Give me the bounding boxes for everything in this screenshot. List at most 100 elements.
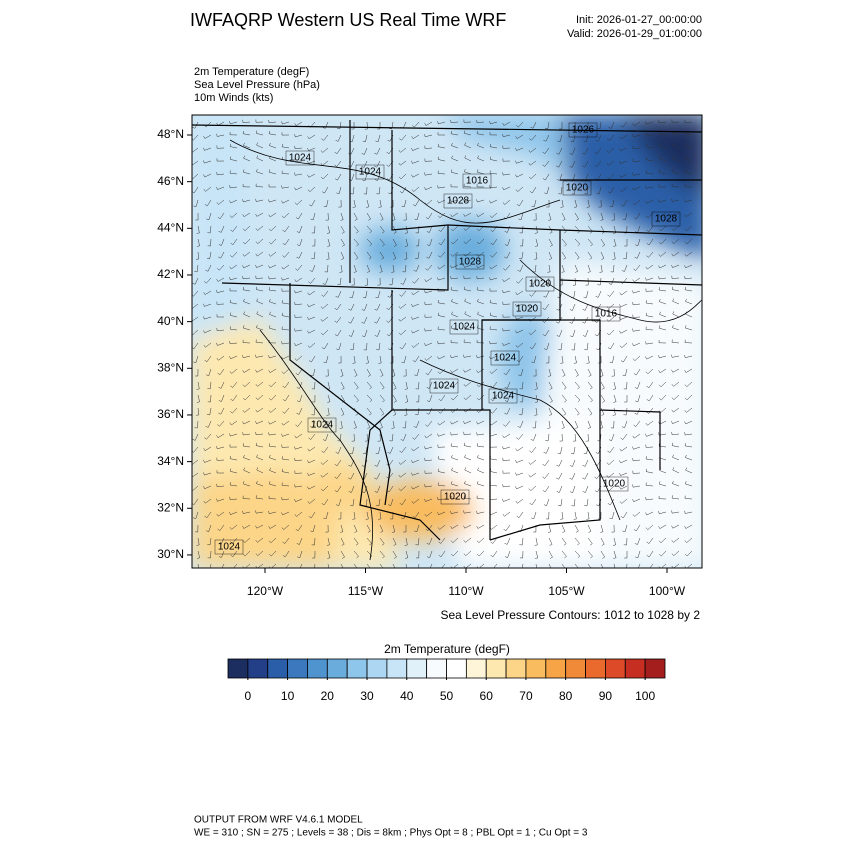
wind-barb — [529, 134, 537, 141]
wind-barb — [216, 433, 225, 439]
wind-barb — [569, 303, 576, 311]
wind-barb — [450, 212, 459, 218]
wind-barb — [353, 550, 359, 559]
wind-barb — [338, 511, 342, 520]
wind-barb — [574, 394, 581, 403]
wind-barb — [415, 251, 420, 260]
wind-barb — [658, 443, 667, 448]
wind-barb — [424, 277, 433, 283]
wind-barb — [658, 225, 667, 232]
wind-barb — [216, 158, 225, 162]
wind-barb — [685, 298, 693, 305]
contour-label-box — [568, 122, 598, 138]
contour-label: 1028 — [655, 214, 678, 225]
wind-barb — [243, 454, 251, 461]
wind-barb — [606, 329, 615, 336]
wind-barb — [515, 160, 524, 164]
wind-barb — [658, 481, 667, 487]
wind-barb — [671, 394, 680, 401]
wind-barb — [363, 186, 368, 195]
wind-barb — [534, 381, 538, 390]
wind-barb — [349, 290, 355, 299]
wind-barb — [504, 407, 511, 415]
wind-barb — [255, 524, 264, 529]
colorbar-box — [624, 658, 646, 679]
contour-label-box — [429, 378, 459, 394]
wind-barb — [463, 420, 472, 425]
wind-barb — [398, 316, 407, 322]
wind-barb — [543, 290, 550, 298]
wind-barb — [606, 160, 615, 166]
wind-barb — [194, 264, 199, 273]
wind-barb — [229, 212, 238, 218]
wind-barb — [515, 290, 524, 296]
wind-barb — [281, 524, 290, 530]
wind-barb — [379, 563, 384, 568]
wind-barb — [606, 316, 615, 322]
contour-label: 1020 — [529, 279, 552, 290]
wind-barb — [351, 121, 355, 130]
wind-barb — [392, 238, 397, 247]
wind-barb — [281, 326, 290, 331]
wind-barb — [388, 498, 394, 506]
wind-barb — [216, 342, 225, 346]
wind-barb — [659, 311, 667, 318]
wind-barb — [361, 316, 368, 324]
wind-barb — [528, 147, 537, 153]
wind-barb — [437, 277, 446, 281]
wind-barb — [217, 264, 225, 271]
wind-barb — [619, 342, 628, 349]
wind-barb — [613, 225, 617, 234]
wind-barb — [621, 264, 628, 272]
colorbar: 0 10 20 30 40 50 60 70 80 90 100 — [227, 658, 666, 703]
wind-barb — [611, 368, 615, 377]
wind-barb — [242, 169, 251, 175]
wind-barb — [463, 275, 472, 279]
wind-barb — [438, 563, 446, 568]
wind-barb — [348, 160, 355, 168]
wind-barb — [569, 147, 576, 155]
wind-barb — [502, 433, 511, 439]
wind-barb — [365, 355, 369, 364]
wind-barb — [339, 420, 343, 429]
wind-barb — [684, 550, 693, 557]
wind-barb — [586, 355, 590, 364]
contour-label: 1024 — [492, 391, 515, 402]
lat-label: 32°N — [157, 500, 184, 514]
wind-barb — [658, 339, 667, 344]
wind-barb — [320, 485, 329, 492]
wind-barb — [206, 212, 212, 221]
wind-barb — [574, 264, 579, 273]
wind-barb — [561, 563, 566, 568]
wind-barb — [622, 524, 628, 533]
wind-barb — [684, 537, 693, 543]
wind-barb — [243, 311, 251, 318]
wind-barb — [476, 432, 485, 436]
wind-barb — [658, 495, 667, 500]
wind-barb — [196, 381, 200, 390]
wind-barb — [217, 524, 225, 531]
wind-barb — [596, 186, 602, 195]
wind-barb — [594, 160, 602, 167]
wind-barb — [450, 119, 459, 123]
wind-barb — [296, 537, 303, 545]
wind-barb — [392, 394, 397, 403]
wind-barb — [334, 303, 342, 311]
wind-barb — [307, 290, 316, 296]
wind-barb — [392, 368, 396, 377]
wind-barb — [685, 155, 693, 162]
wind-barb — [684, 183, 693, 188]
wind-barb — [594, 147, 602, 155]
wind-barb — [548, 368, 552, 377]
lat-label: 44°N — [157, 220, 184, 234]
wind-barb — [477, 311, 485, 318]
wind-barb — [327, 394, 331, 403]
wind-barb — [411, 173, 420, 178]
wind-barb — [515, 472, 524, 476]
wind-barb — [658, 119, 667, 124]
wind-barb — [571, 498, 576, 507]
wind-barb — [242, 420, 251, 425]
wind-barb — [320, 459, 329, 465]
wind-barb — [570, 329, 576, 338]
wind-barb — [515, 498, 524, 504]
